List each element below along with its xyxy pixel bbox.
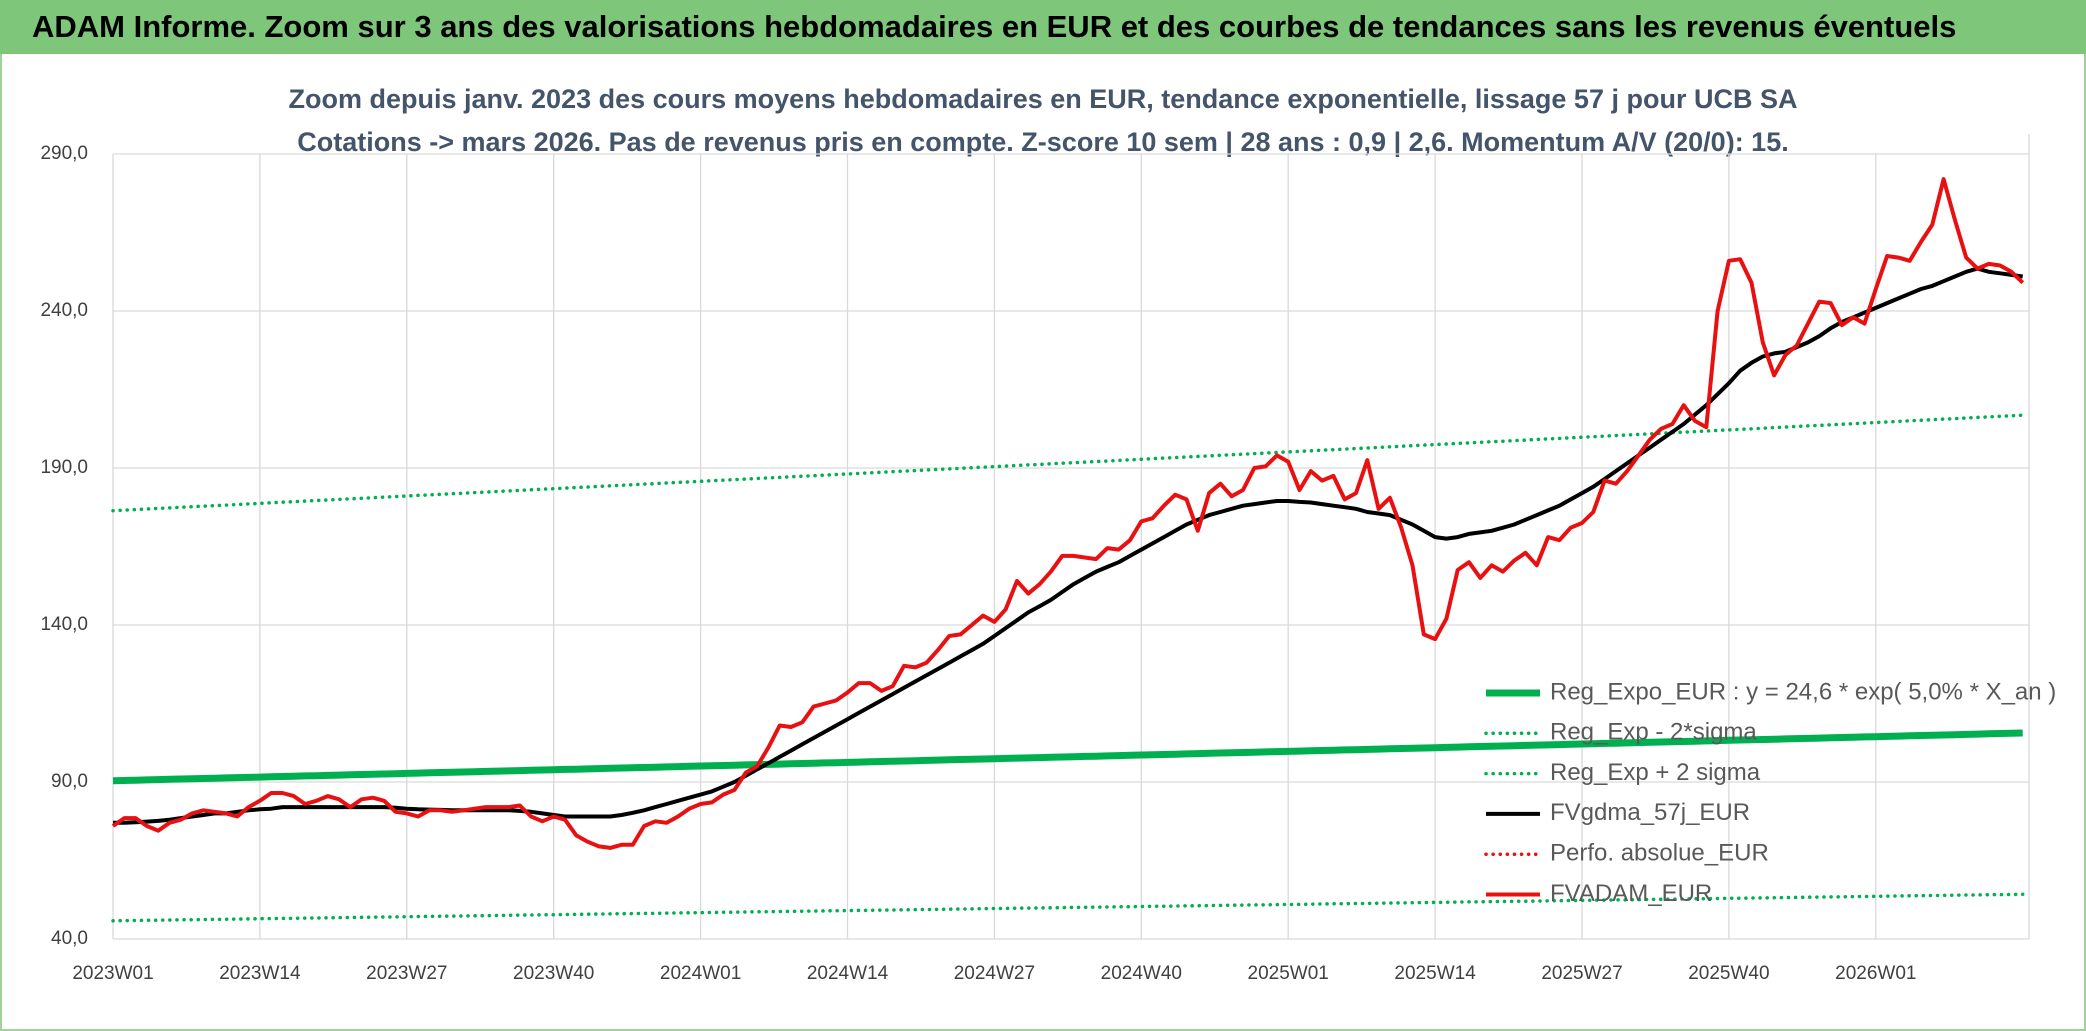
x-tick-label: 2023W27 [366,963,447,984]
x-tick-label: 2023W01 [72,963,153,984]
x-tick-label: 2023W14 [219,963,301,984]
y-tick-label: 240,0 [40,300,88,321]
header-bar [0,0,2086,54]
y-tick-label: 90,0 [51,771,88,792]
x-tick-label: 2024W01 [660,963,741,984]
y-tick-label: 40,0 [51,928,88,949]
y-tick-label: 290,0 [40,143,88,164]
chart-title: ADAM Informe. Zoom sur 3 ans des valoris… [32,9,1956,44]
legend-label: FVgdma_57j_EUR [1550,799,1750,826]
x-tick-label: 2025W40 [1688,963,1769,984]
series-line [111,413,2025,513]
legend-label: Reg_Exp - 2*sigma [1550,719,1757,746]
grid [112,153,2029,940]
y-tick-label: 190,0 [40,457,88,478]
x-tick-label: 2025W14 [1394,963,1476,984]
legend-label: FVADAM_EUR [1550,880,1712,907]
subtitle: Cotations -> mars 2026. Pas de revenus p… [297,127,1788,157]
series-line [111,892,2025,923]
x-tick-label: 2024W27 [954,963,1035,984]
legend-label: Perfo. absolue_EUR [1550,840,1769,867]
legend: Reg_Expo_EUR : y = 24,6 * exp( 5,0% * X_… [1484,678,2056,907]
subtitle: Zoom depuis janv. 2023 des cours moyens … [289,84,1798,114]
x-tick-label: 2024W14 [807,963,889,984]
x-tick-label: 2026W01 [1835,963,1916,984]
series-line [112,729,2023,785]
legend-label: Reg_Exp + 2 sigma [1550,759,1761,786]
y-tick-label: 140,0 [40,614,88,635]
series-line [111,177,2025,850]
x-tick-label: 2024W40 [1101,963,1182,984]
legend-label: Reg_Expo_EUR : y = 24,6 * exp( 5,0% * X_… [1550,678,2056,705]
x-tick-label: 2025W27 [1541,963,1622,984]
x-tick-label: 2023W40 [513,963,594,984]
x-tick-label: 2025W01 [1248,963,1329,984]
